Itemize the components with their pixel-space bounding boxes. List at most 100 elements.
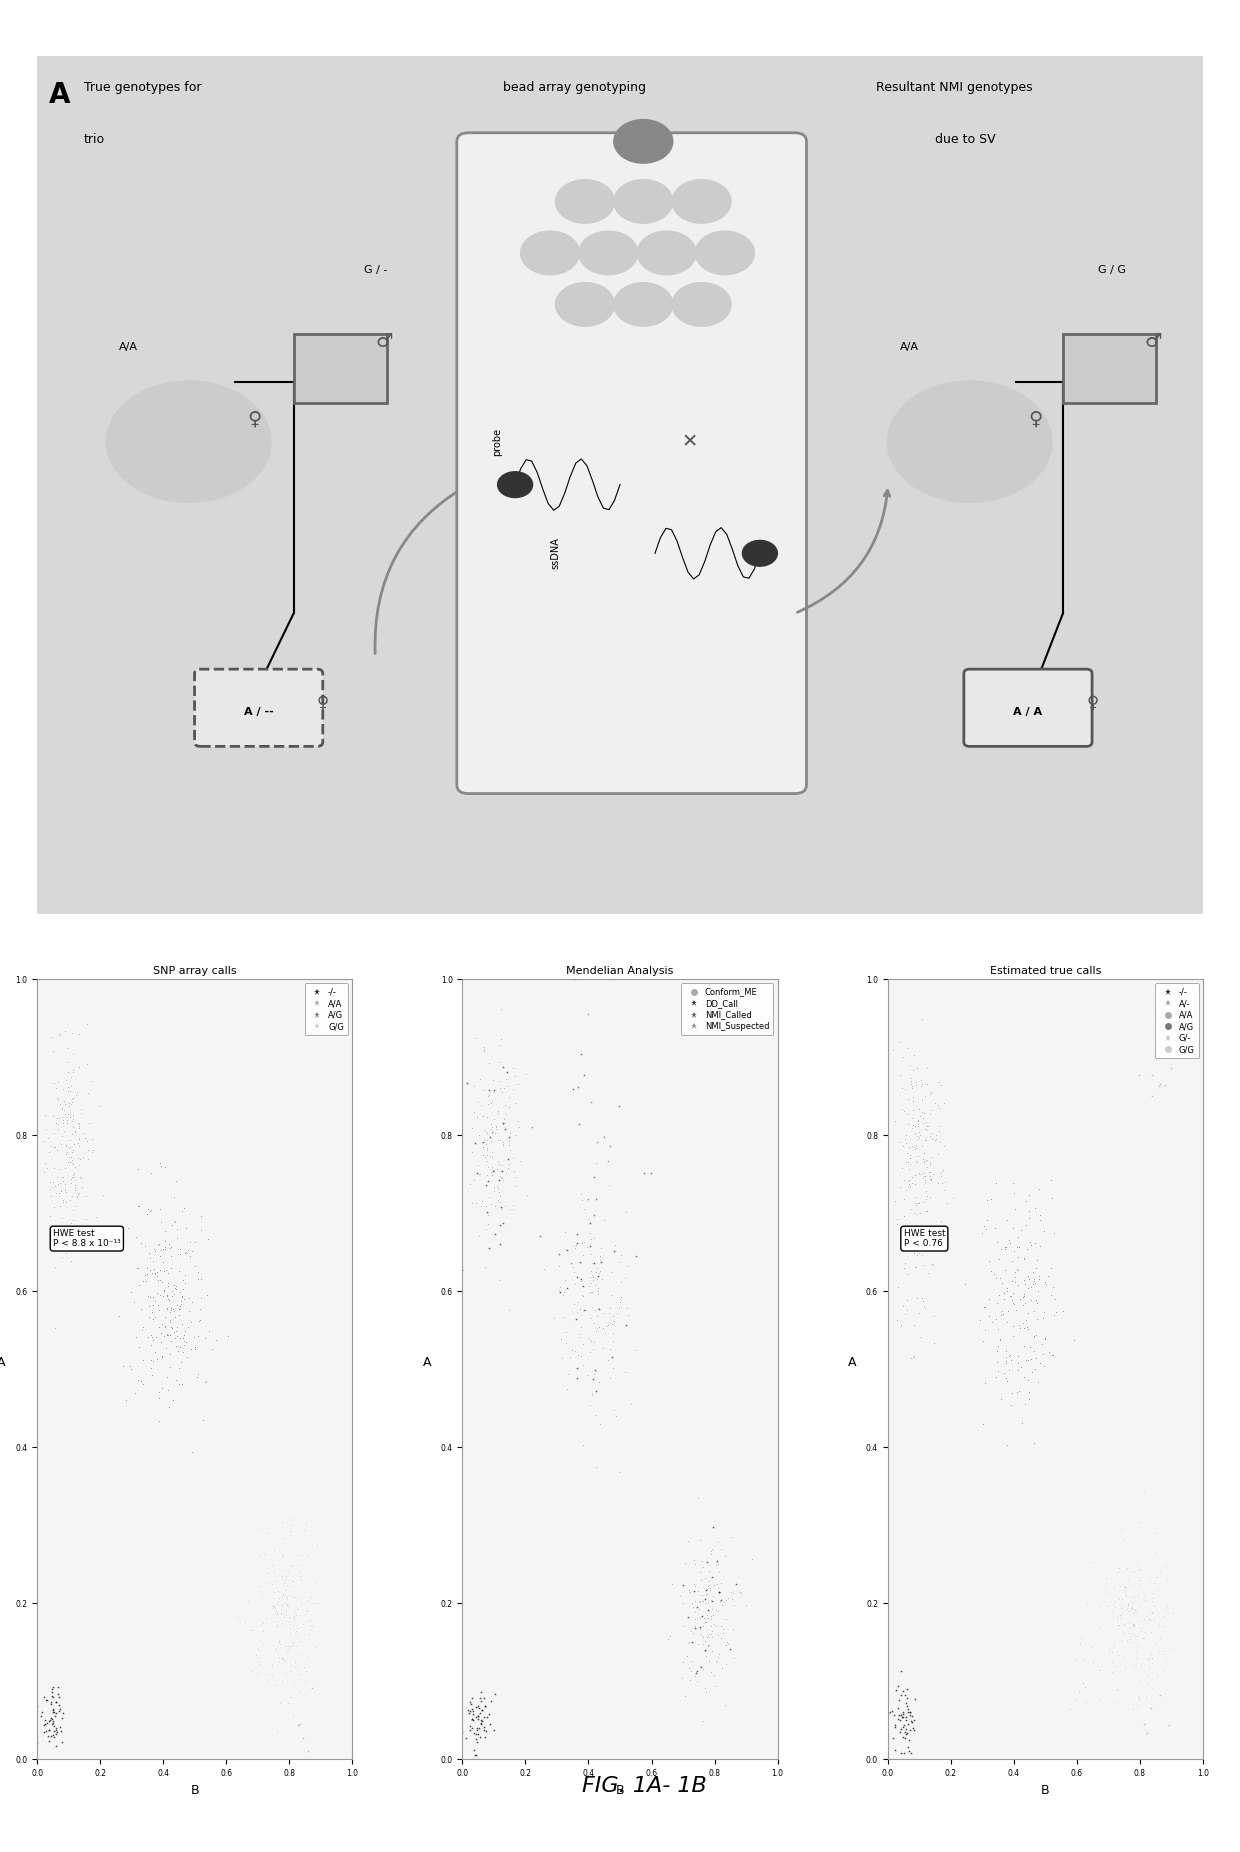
Point [254,1539,274,1569]
Point [188,1320,208,1350]
Point [1137,1645,1157,1674]
Point [910,1102,930,1132]
Point [903,1235,923,1265]
Point [1009,1376,1029,1406]
Point [686,1604,706,1633]
Point [1153,1639,1173,1669]
Point [289,1676,309,1706]
Point [684,1545,704,1574]
Point [161,1254,181,1283]
Point [1114,1524,1133,1554]
Point [198,1317,218,1346]
Point [564,1269,584,1298]
Point [41,1132,61,1161]
Point [1116,1654,1136,1683]
Point [1125,1598,1145,1628]
Point [274,1602,294,1632]
Point [494,1130,513,1159]
Point [277,1600,296,1630]
Point [1105,1593,1125,1622]
Point [277,1583,296,1613]
Point [52,1095,72,1124]
Point [265,1635,285,1665]
Point [1104,1658,1123,1687]
Point [155,1276,175,1306]
Point [296,1656,316,1685]
Point [702,1533,722,1563]
Point [1038,1261,1058,1291]
Point [78,1135,98,1165]
Point [165,1208,185,1237]
Point [892,1737,911,1767]
Point [53,1074,73,1104]
Point [706,1672,725,1702]
Point [573,1430,593,1459]
Point [477,1141,497,1170]
Point [285,1582,305,1611]
Point [262,1569,281,1598]
Point [580,1224,600,1254]
Point [151,1341,171,1370]
Point [1006,1195,1025,1224]
Point [905,1169,925,1198]
Point [904,1041,924,1070]
Point [149,1230,169,1259]
Point [145,1258,165,1287]
Point [909,1187,929,1217]
Point [884,1700,904,1730]
Point [591,1265,611,1295]
Point [42,1672,62,1702]
Point [1095,1587,1115,1617]
Point [289,1709,309,1739]
Point [906,1133,926,1163]
Point [48,1182,68,1211]
Point [904,1237,924,1267]
Point [269,1626,289,1656]
Point [502,1074,522,1104]
Point [1035,1267,1055,1296]
Point [45,1698,64,1728]
Point [892,1715,911,1745]
Point [544,1302,564,1332]
Point [573,1270,593,1300]
Point [191,1283,211,1313]
Point [58,1057,78,1087]
Point [149,1230,169,1259]
Point [46,1713,66,1743]
Point [480,1182,500,1211]
Point [257,1558,277,1587]
Point [992,1269,1012,1298]
FancyBboxPatch shape [195,669,322,746]
Point [496,1158,516,1187]
Point [179,1313,198,1343]
Point [909,1111,929,1141]
Point [87,1202,107,1232]
Point [279,1602,299,1632]
Point [140,1282,160,1311]
Point [696,1608,715,1637]
Point [150,1280,170,1309]
Point [1104,1632,1123,1661]
Point [618,1252,637,1282]
FancyBboxPatch shape [26,46,1214,922]
Point [1066,1645,1086,1674]
Point [909,1109,929,1139]
Point [250,1541,270,1570]
Point [1156,1552,1176,1582]
Point [78,1215,98,1245]
Point [897,1033,916,1063]
Point [1112,1643,1132,1672]
Point [1117,1554,1137,1583]
Point [894,1709,914,1739]
Point [713,1613,733,1643]
Point [269,1643,289,1672]
Point [997,1206,1017,1235]
Point [1151,1624,1171,1654]
Point [590,1409,610,1439]
Point [481,1113,501,1143]
Point [906,1283,926,1313]
Point [906,1252,926,1282]
Point [257,1667,277,1696]
Point [1078,1587,1097,1617]
Point [279,1556,299,1585]
